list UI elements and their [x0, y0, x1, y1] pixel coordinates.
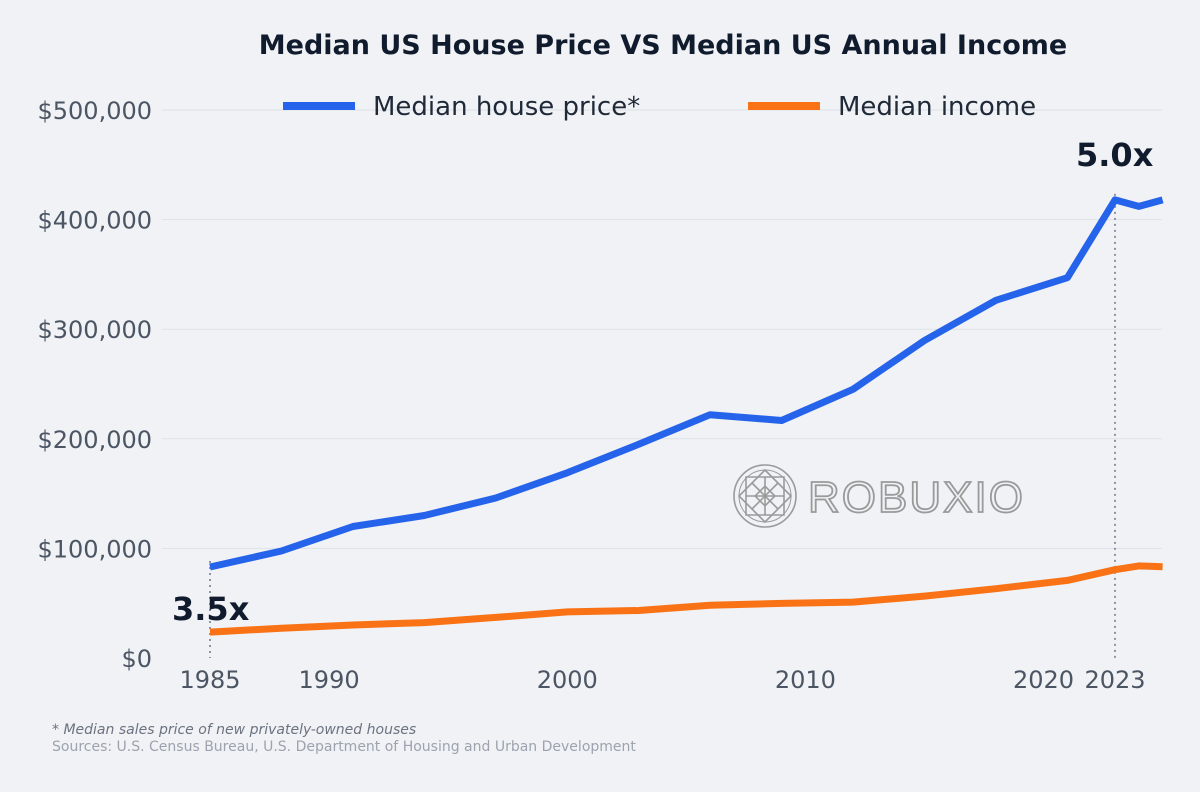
legend-label-income: Median income [838, 92, 1036, 122]
y-tick-label: $500,000 [37, 97, 152, 125]
chart-title: Median US House Price VS Median US Annua… [258, 30, 1068, 61]
robuxio-watermark: ROBUXIO [733, 464, 1025, 528]
x-tick-label: 2000 [537, 666, 598, 694]
robuxio-wordmark: ROBUXIO [808, 473, 1025, 522]
income-line [209, 562, 1163, 636]
y-tick-label: $0 [121, 645, 152, 673]
y-tick-label: $400,000 [37, 207, 152, 235]
x-tick-label: 2023 [1084, 666, 1145, 694]
y-tick-label: $300,000 [37, 316, 152, 344]
house-price-line [209, 196, 1164, 571]
x-tick-label: 2020 [1013, 666, 1074, 694]
robuxio-logo-icon [733, 464, 797, 528]
x-tick-label: 1990 [299, 666, 360, 694]
x-tick-label: 1985 [179, 666, 240, 694]
y-tick-label: $100,000 [37, 535, 152, 563]
x-tick-label: 2010 [775, 666, 836, 694]
footnote: * Median sales price of new privately-ow… [52, 722, 417, 738]
ratio-label-2023: 5.0x [1076, 136, 1154, 174]
sources: Sources: U.S. Census Bureau, U.S. Depart… [52, 739, 636, 755]
ratio-label-1985: 3.5x [172, 590, 250, 628]
y-tick-label: $200,000 [37, 426, 152, 454]
legend-label-house-price: Median house price* [373, 92, 640, 122]
